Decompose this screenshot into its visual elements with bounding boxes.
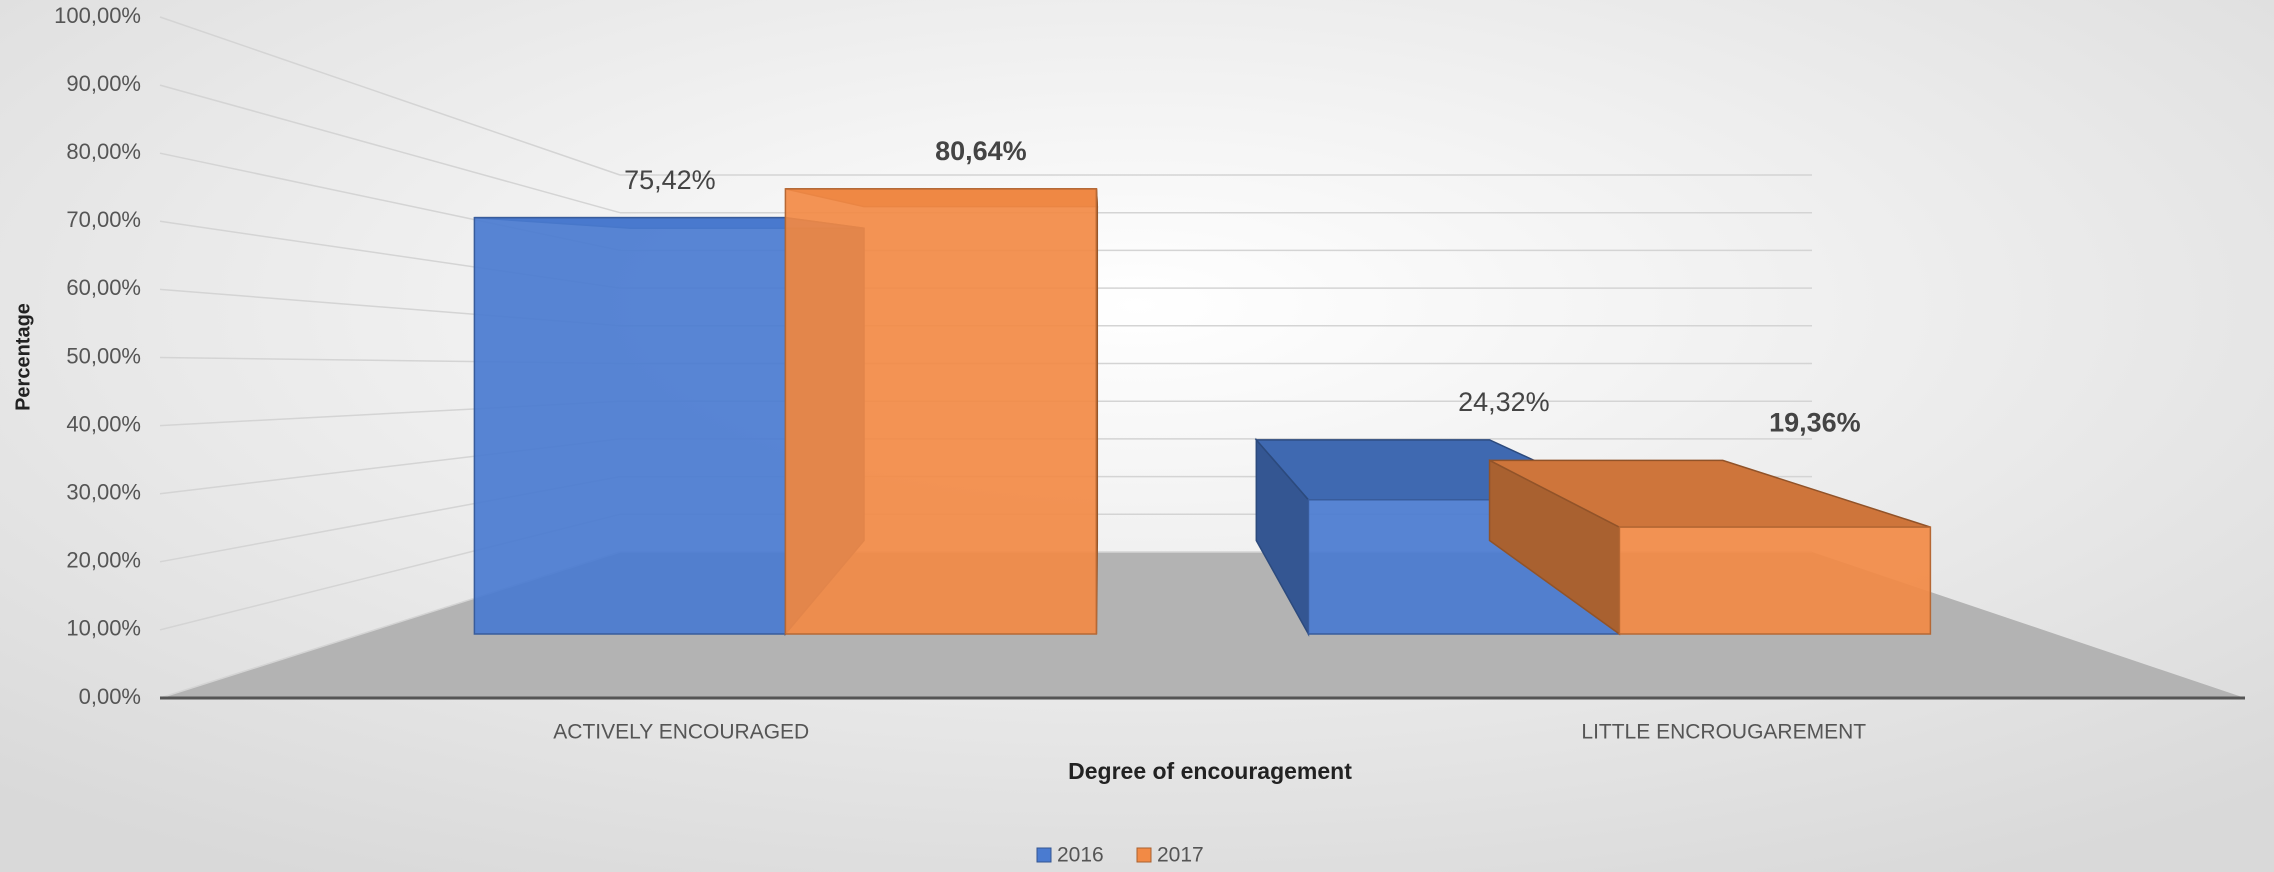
legend-label: 2016 xyxy=(1057,844,1104,867)
y-tick-label: 50,00% xyxy=(66,343,141,368)
bar xyxy=(784,188,1098,635)
data-label: 19,36% xyxy=(1769,407,1861,437)
y-tick-label: 0,00% xyxy=(79,684,141,709)
y-axis-title: Percentage xyxy=(12,303,34,411)
y-tick-label: 80,00% xyxy=(66,139,141,164)
y-tick-label: 40,00% xyxy=(66,411,141,436)
data-label: 80,64% xyxy=(935,136,1027,166)
legend-swatch xyxy=(1036,847,1052,863)
y-tick-label: 70,00% xyxy=(66,207,141,232)
y-tick-label: 100,00% xyxy=(54,3,141,28)
data-label: 24,32% xyxy=(1458,387,1550,417)
y-tick-label: 60,00% xyxy=(66,275,141,300)
bar xyxy=(1618,526,1932,635)
data-label: 75,42% xyxy=(624,165,716,195)
grid-line xyxy=(159,84,621,214)
legend-label: 2017 xyxy=(1157,844,1204,867)
grid-line xyxy=(159,16,621,176)
x-axis-title: Degree of encouragement xyxy=(1068,758,1352,784)
x-tick-label: LITTLE ENCROUGAREMENT xyxy=(1581,721,1866,744)
y-tick-label: 90,00% xyxy=(66,71,141,96)
bar xyxy=(473,216,787,635)
x-tick-label: ACTIVELY ENCOURAGED xyxy=(553,721,809,744)
y-tick-label: 10,00% xyxy=(66,616,141,641)
y-tick-label: 20,00% xyxy=(66,548,141,573)
legend-swatch xyxy=(1136,847,1152,863)
y-tick-label: 30,00% xyxy=(66,480,141,505)
